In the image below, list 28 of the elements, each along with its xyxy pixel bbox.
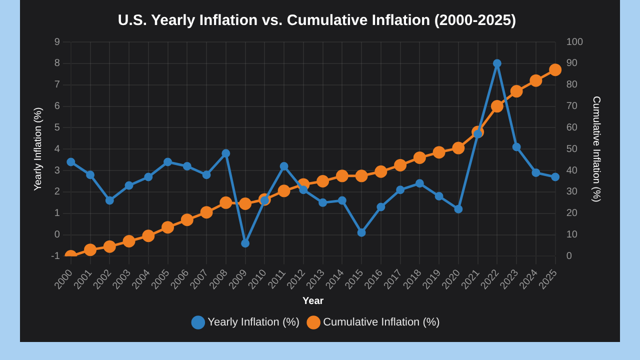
y-axis-title: Yearly Inflation (%) [32, 107, 44, 191]
y-tick-label: 9 [54, 36, 60, 48]
y2-tick-label: 100 [566, 36, 584, 48]
y-tick-label: -1 [50, 250, 60, 262]
chart-title: U.S. Yearly Inflation vs. Cumulative Inflation (2000-2025) [118, 12, 516, 30]
y-tick-label: 7 [54, 80, 60, 91]
legend-label: Cumulative Inflation (%) [323, 316, 440, 329]
y-tick-label: 2 [54, 186, 60, 198]
y-tick-label: 0 [54, 230, 60, 241]
y2-tick-label: 50 [566, 144, 578, 155]
x-axis-title: Year [302, 296, 324, 307]
y2-tick-label: 20 [566, 208, 578, 220]
y-tick-label: 1 [54, 208, 60, 220]
y-tick-label: 4 [54, 144, 60, 155]
y-tick-label: 6 [54, 101, 60, 112]
y-tick-label: 3 [54, 165, 60, 176]
y2-tick-label: 90 [566, 58, 578, 70]
y2-tick-label: 40 [566, 165, 578, 176]
y-tick-label: 5 [54, 122, 60, 134]
y2-tick-label: 30 [566, 186, 578, 198]
y2-tick-label: 70 [566, 101, 578, 112]
y2-tick-label: 10 [566, 230, 578, 241]
y2-axis-title: Cumulative Inflation (%) [590, 96, 602, 202]
y-tick-label: 8 [54, 58, 60, 70]
y2-tick-label: 0 [566, 250, 572, 262]
legend-label: Yearly Inflation (%) [208, 316, 300, 329]
y2-tick-label: 60 [566, 122, 578, 134]
y2-tick-label: 80 [566, 80, 578, 91]
